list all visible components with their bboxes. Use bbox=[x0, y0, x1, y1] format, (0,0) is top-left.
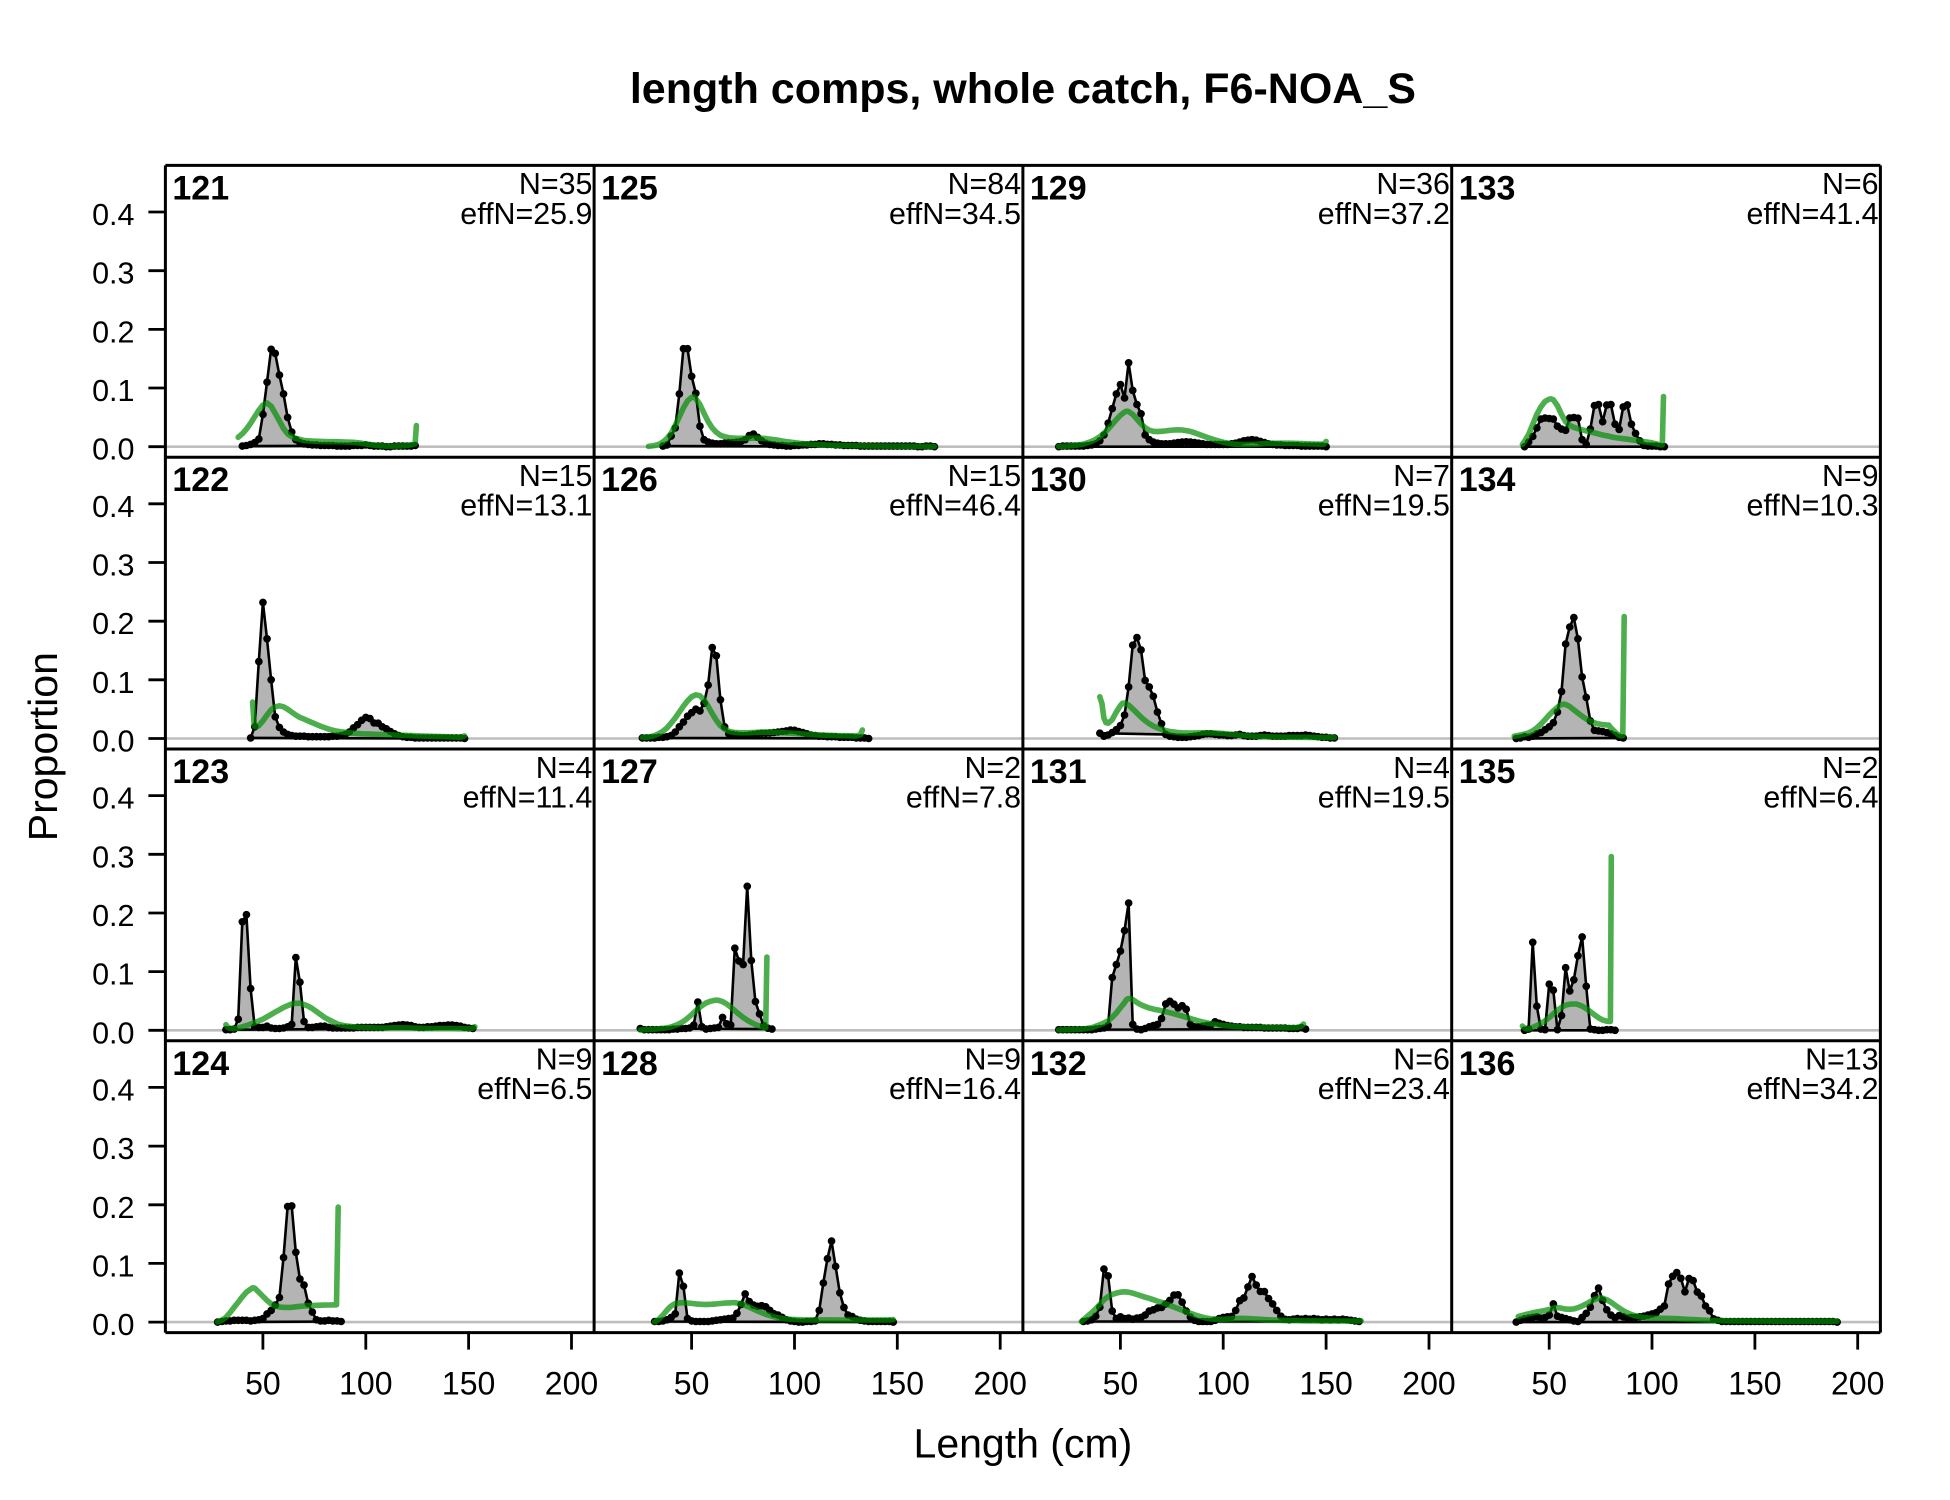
svg-text:0.4: 0.4 bbox=[92, 782, 134, 816]
svg-text:effN=37.2: effN=37.2 bbox=[1318, 197, 1450, 231]
svg-text:0.3: 0.3 bbox=[92, 840, 134, 874]
svg-text:N=15: N=15 bbox=[948, 459, 1022, 493]
svg-text:0.4: 0.4 bbox=[92, 1073, 134, 1107]
svg-text:N=2: N=2 bbox=[1822, 751, 1879, 785]
svg-text:125: 125 bbox=[601, 169, 658, 207]
svg-text:0.2: 0.2 bbox=[92, 899, 134, 933]
svg-text:133: 133 bbox=[1459, 169, 1516, 207]
svg-text:122: 122 bbox=[172, 461, 229, 499]
svg-text:Proportion: Proportion bbox=[20, 652, 66, 841]
svg-text:200: 200 bbox=[974, 1366, 1027, 1402]
svg-text:effN=6.4: effN=6.4 bbox=[1763, 780, 1878, 814]
svg-text:0.0: 0.0 bbox=[92, 1016, 134, 1050]
svg-text:0.3: 0.3 bbox=[92, 549, 134, 583]
svg-text:132: 132 bbox=[1030, 1045, 1087, 1083]
svg-text:N=7: N=7 bbox=[1393, 459, 1450, 493]
svg-text:0.0: 0.0 bbox=[92, 1308, 134, 1342]
svg-text:effN=11.4: effN=11.4 bbox=[463, 780, 593, 814]
svg-text:N=15: N=15 bbox=[519, 459, 593, 493]
svg-text:N=4: N=4 bbox=[536, 751, 593, 785]
svg-text:50: 50 bbox=[245, 1366, 281, 1402]
svg-text:100: 100 bbox=[339, 1366, 392, 1402]
svg-text:127: 127 bbox=[601, 753, 658, 791]
svg-text:100: 100 bbox=[1625, 1366, 1678, 1402]
svg-text:N=84: N=84 bbox=[948, 167, 1022, 201]
svg-text:200: 200 bbox=[545, 1366, 598, 1402]
svg-text:150: 150 bbox=[442, 1366, 495, 1402]
svg-text:effN=23.4: effN=23.4 bbox=[1318, 1072, 1450, 1106]
svg-text:0.3: 0.3 bbox=[92, 1132, 134, 1166]
svg-text:effN=34.5: effN=34.5 bbox=[889, 197, 1021, 231]
svg-text:N=36: N=36 bbox=[1376, 167, 1450, 201]
svg-text:N=9: N=9 bbox=[1822, 459, 1879, 493]
svg-text:129: 129 bbox=[1030, 169, 1087, 207]
svg-text:effN=19.5: effN=19.5 bbox=[1318, 780, 1450, 814]
svg-text:200: 200 bbox=[1402, 1366, 1455, 1402]
svg-text:200: 200 bbox=[1831, 1366, 1884, 1402]
svg-text:N=13: N=13 bbox=[1805, 1043, 1879, 1077]
svg-text:126: 126 bbox=[601, 461, 658, 499]
svg-text:128: 128 bbox=[601, 1045, 658, 1083]
svg-text:0.1: 0.1 bbox=[92, 666, 134, 700]
svg-text:50: 50 bbox=[1531, 1366, 1567, 1402]
svg-text:123: 123 bbox=[172, 753, 229, 791]
svg-text:effN=19.5: effN=19.5 bbox=[1318, 489, 1450, 523]
svg-text:0.3: 0.3 bbox=[92, 257, 134, 291]
svg-text:50: 50 bbox=[674, 1366, 710, 1402]
svg-text:0.2: 0.2 bbox=[92, 315, 134, 349]
svg-text:N=4: N=4 bbox=[1393, 751, 1450, 785]
svg-text:effN=25.9: effN=25.9 bbox=[460, 197, 592, 231]
svg-text:Length (cm): Length (cm) bbox=[914, 1420, 1133, 1466]
svg-text:effN=13.1: effN=13.1 bbox=[460, 489, 592, 523]
svg-text:N=35: N=35 bbox=[519, 167, 593, 201]
svg-text:0.4: 0.4 bbox=[92, 490, 134, 524]
svg-text:150: 150 bbox=[1728, 1366, 1781, 1402]
svg-text:N=9: N=9 bbox=[964, 1043, 1021, 1077]
svg-text:0.4: 0.4 bbox=[92, 198, 134, 232]
svg-text:121: 121 bbox=[172, 169, 229, 207]
svg-text:effN=7.8: effN=7.8 bbox=[906, 780, 1021, 814]
svg-text:131: 131 bbox=[1030, 753, 1087, 791]
svg-text:N=6: N=6 bbox=[1393, 1043, 1450, 1077]
svg-text:N=2: N=2 bbox=[964, 751, 1021, 785]
svg-text:100: 100 bbox=[1197, 1366, 1250, 1402]
svg-text:length comps, whole catch, F6-: length comps, whole catch, F6-NOA_S bbox=[630, 65, 1416, 113]
svg-text:effN=10.3: effN=10.3 bbox=[1747, 489, 1879, 523]
svg-text:0.0: 0.0 bbox=[92, 433, 134, 467]
svg-text:effN=46.4: effN=46.4 bbox=[889, 489, 1021, 523]
svg-text:effN=16.4: effN=16.4 bbox=[889, 1072, 1021, 1106]
svg-text:135: 135 bbox=[1459, 753, 1516, 791]
svg-text:130: 130 bbox=[1030, 461, 1087, 499]
svg-text:effN=41.4: effN=41.4 bbox=[1747, 197, 1879, 231]
svg-text:150: 150 bbox=[1299, 1366, 1352, 1402]
svg-text:effN=34.2: effN=34.2 bbox=[1747, 1072, 1879, 1106]
svg-text:0.2: 0.2 bbox=[92, 607, 134, 641]
svg-text:0.2: 0.2 bbox=[92, 1191, 134, 1225]
svg-text:134: 134 bbox=[1459, 461, 1516, 499]
svg-text:0.1: 0.1 bbox=[92, 958, 134, 992]
svg-text:124: 124 bbox=[172, 1045, 229, 1083]
svg-text:0.1: 0.1 bbox=[92, 1249, 134, 1283]
svg-text:150: 150 bbox=[871, 1366, 924, 1402]
svg-text:0.1: 0.1 bbox=[92, 374, 134, 408]
svg-text:effN=6.5: effN=6.5 bbox=[477, 1072, 592, 1106]
svg-text:50: 50 bbox=[1103, 1366, 1139, 1402]
svg-text:100: 100 bbox=[768, 1366, 821, 1402]
svg-text:N=9: N=9 bbox=[536, 1043, 593, 1077]
svg-text:0.0: 0.0 bbox=[92, 725, 134, 759]
svg-text:N=6: N=6 bbox=[1822, 167, 1879, 201]
svg-text:136: 136 bbox=[1459, 1045, 1516, 1083]
